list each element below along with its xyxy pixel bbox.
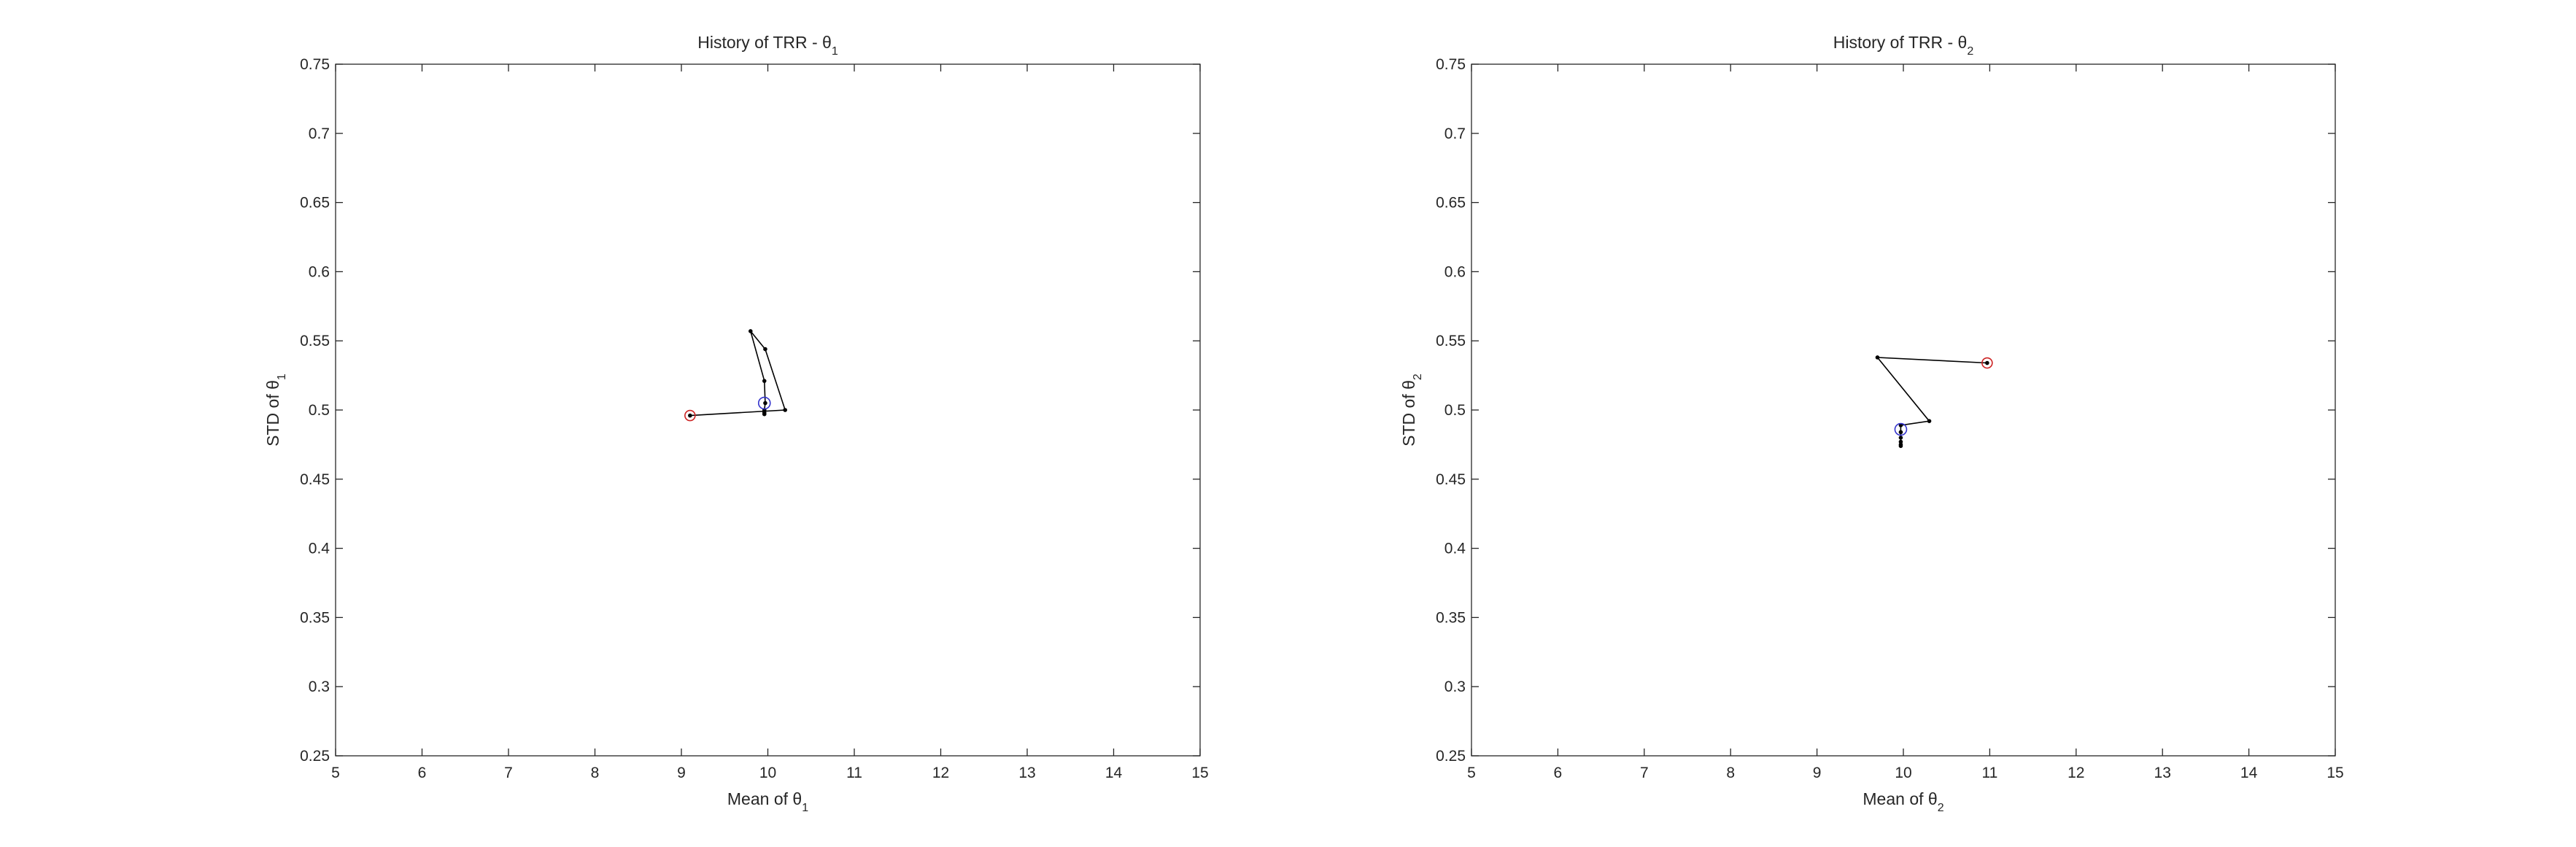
y-tick-label: 0.7: [309, 125, 330, 142]
x-tick-label: 12: [2068, 765, 2084, 781]
y-tick-label: 0.55: [1436, 333, 1466, 349]
x-tick-label: 6: [418, 765, 427, 781]
y-tick-label: 0.65: [1436, 195, 1466, 212]
x-tick-label: 15: [2326, 765, 2343, 781]
y-axis-label: STD of θ2: [1399, 374, 1424, 446]
start-marker: [1981, 357, 1993, 369]
x-tick-label: 14: [1105, 765, 1123, 781]
y-tick-label: 0.6: [309, 263, 330, 280]
x-tick-label: 7: [504, 765, 513, 781]
x-tick-label: 7: [1640, 765, 1649, 781]
y-tick-label: 0.55: [300, 333, 330, 349]
data-point: [1898, 436, 1903, 440]
y-tick-label: 0.25: [300, 748, 330, 765]
data-point: [762, 379, 767, 383]
y-tick-label: 0.65: [300, 195, 330, 212]
y-tick-label: 0.35: [1436, 609, 1466, 626]
y-tick-label: 0.45: [1436, 471, 1466, 488]
y-tick-label: 0.5: [1444, 402, 1466, 419]
x-axis-label: Mean of θ2: [1863, 789, 1943, 814]
x-tick-label: 11: [846, 765, 862, 781]
y-tick-label: 0.6: [1444, 263, 1466, 280]
data-point: [688, 413, 692, 418]
y-tick-label: 0.5: [309, 402, 330, 419]
y-tick-label: 0.4: [309, 541, 330, 557]
y-tick-label: 0.75: [1436, 56, 1466, 73]
y-tick-label: 0.35: [300, 609, 330, 626]
data-point: [1927, 419, 1932, 423]
chart-title: History of TRR - θ1: [697, 33, 838, 58]
x-tick-label: 13: [2154, 765, 2171, 781]
y-tick-label: 0.25: [1436, 748, 1466, 765]
data-point: [1875, 355, 1880, 360]
x-tick-label: 8: [1726, 765, 1735, 781]
end-marker: [757, 396, 771, 410]
x-tick-label: 14: [2240, 765, 2258, 781]
x-tick-label: 15: [1191, 765, 1208, 781]
x-tick-label: 5: [1467, 765, 1476, 781]
x-tick-label: 8: [591, 765, 600, 781]
y-tick-label: 0.7: [1444, 125, 1466, 142]
chart-title: History of TRR - θ2: [1833, 33, 1974, 58]
y-tick-label: 0.75: [300, 56, 330, 73]
x-tick-label: 11: [1981, 765, 1997, 781]
end-marker: [1894, 422, 1908, 436]
data-point: [762, 411, 767, 417]
data-point: [749, 329, 753, 333]
y-tick-label: 0.3: [1444, 678, 1466, 695]
subplot-theta2: 5 6 7 8 9 10 11 12 13 14 15 0.25 0.3 0.35 0.4 0.45 0.5 0.…: [1399, 33, 2344, 814]
data-point: [763, 347, 767, 352]
data-point: [1898, 444, 1903, 449]
data-point: [763, 401, 767, 406]
data-point: [1898, 430, 1903, 435]
y-tick-label: 0.3: [309, 678, 330, 695]
x-tick-label: 13: [1018, 765, 1035, 781]
data-point: [783, 408, 787, 412]
x-axis-label: Mean of θ1: [727, 789, 808, 814]
start-marker: [684, 409, 696, 422]
x-tick-label: 9: [1813, 765, 1822, 781]
y-tick-label: 0.45: [300, 471, 330, 488]
y-tick-label: 0.4: [1444, 541, 1466, 557]
data-point: [1985, 360, 1989, 366]
x-tick-label: 12: [932, 765, 949, 781]
x-tick-label: 10: [1895, 765, 1911, 781]
x-tick-label: 6: [1554, 765, 1563, 781]
x-tick-label: 9: [677, 765, 686, 781]
y-axis-label: STD of θ1: [263, 374, 288, 446]
x-tick-label: 5: [331, 765, 340, 781]
subplot-theta1: 5 6 7 8 9 10 11 12 13 14 15 0.25 0.3 0.35 0.4 0.45 0.5 0.…: [263, 33, 1209, 814]
x-tick-label: 10: [759, 765, 776, 781]
